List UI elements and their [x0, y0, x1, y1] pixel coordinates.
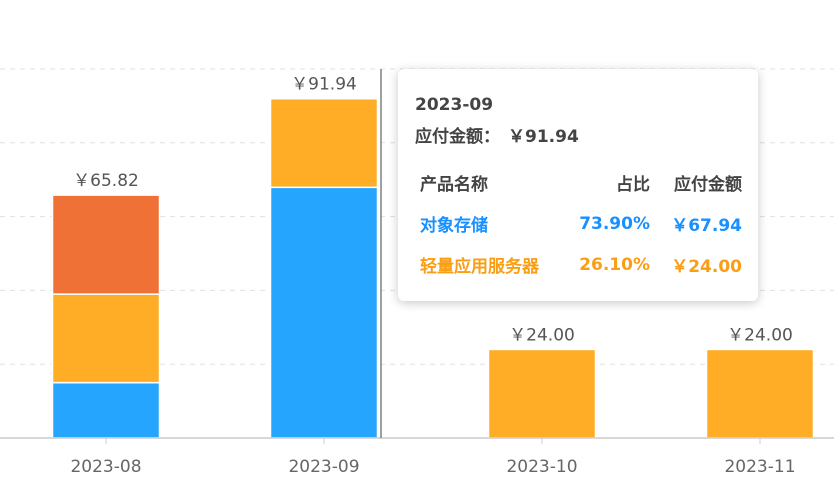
bar-segment[interactable]: [51, 381, 161, 439]
tooltip-row: 对象存储 73.90% ￥67.94: [415, 203, 742, 244]
x-axis-label: 2023-09: [288, 457, 359, 477]
tooltip-row-amount: ￥24.00: [671, 257, 742, 277]
tooltip-header-row: 产品名称 占比 应付金额: [415, 162, 742, 203]
bar-total-label: ￥65.82: [73, 171, 139, 191]
bar-total-label: ￥91.94: [291, 75, 357, 95]
x-axis-label: 2023-08: [70, 457, 141, 477]
tooltip-header-percent: 占比: [616, 175, 650, 195]
tooltip-row-amount: ￥67.94: [671, 216, 742, 236]
bar-segment[interactable]: [269, 186, 379, 439]
x-axis-label: 2023-11: [724, 457, 795, 477]
tooltip-total: 应付金额： ￥91.94: [415, 125, 758, 149]
bar-segment[interactable]: [51, 293, 161, 384]
bar-segment[interactable]: [269, 97, 379, 189]
tooltip-header-product: 产品名称: [420, 175, 488, 195]
bar-segment[interactable]: [487, 348, 597, 439]
tooltip-row-percent: 26.10%: [579, 254, 650, 275]
bar-segment[interactable]: [705, 348, 815, 439]
bar-total-label: ￥24.00: [727, 325, 793, 345]
tooltip-total-label: 应付金额：: [415, 127, 500, 147]
x-axis-label: 2023-10: [506, 457, 577, 477]
tooltip-row-name: 轻量应用服务器: [420, 257, 539, 277]
tooltip-row-name: 对象存储: [420, 216, 488, 236]
bar-total-label: ￥24.00: [509, 325, 575, 345]
tooltip-header-amount: 应付金额: [674, 175, 742, 195]
tooltip-total-value: ￥91.94: [508, 127, 579, 147]
bar-segment[interactable]: [51, 194, 161, 295]
tooltip-row-percent: 73.90%: [579, 213, 650, 234]
tooltip-table: 产品名称 占比 应付金额 对象存储 73.90% ￥67.94 轻量应用服务器 …: [415, 162, 742, 285]
tooltip-date: 2023-09: [415, 95, 494, 115]
chart-tooltip: 2023-09 应付金额： ￥91.94 产品名称 占比 应付金额 对象存储 73…: [398, 69, 758, 301]
tooltip-row: 轻量应用服务器 26.10% ￥24.00: [415, 244, 742, 285]
